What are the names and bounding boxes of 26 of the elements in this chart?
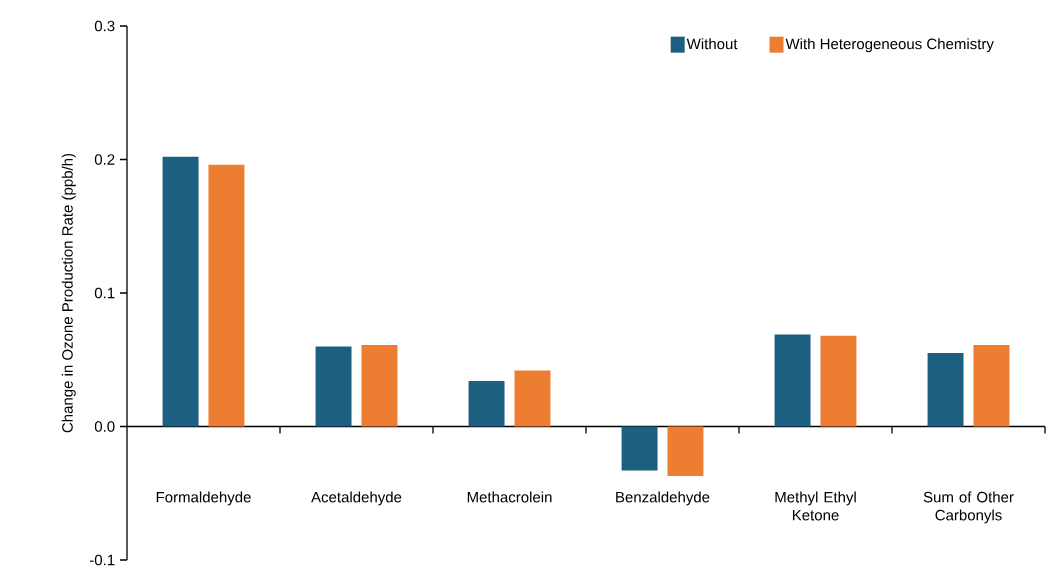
y-tick-label: 0.2 (94, 154, 115, 165)
bar (315, 346, 352, 427)
bar (162, 156, 199, 427)
x-tick-label: Methyl Ethyl Ketone (775, 491, 856, 521)
bar (208, 164, 245, 427)
bar (514, 370, 551, 427)
bar (820, 335, 857, 427)
legend-label: Without (686, 38, 738, 50)
x-tick-label: Acetaldehyde (311, 491, 402, 506)
bar (973, 345, 1010, 427)
y-tick-label: 0.3 (94, 20, 115, 32)
legend-label: With Heterogeneous Chemistry (785, 38, 994, 53)
x-tick-label: Formaldehyde (156, 491, 251, 506)
x-tick-label: Benzaldehyde (616, 491, 710, 506)
x-tick-label: Sum of Other Carbonyls (923, 491, 1014, 524)
bar (468, 381, 505, 427)
y-tick-label: -0.1 (89, 554, 115, 566)
y-tick-label: 0.1 (94, 287, 115, 299)
y-axis-title: Change in Ozone Production Rate (ppb/h) (61, 153, 76, 433)
bar (774, 334, 811, 427)
bar (621, 426, 658, 471)
bar (361, 345, 398, 427)
bar (927, 353, 964, 427)
bar (667, 426, 704, 476)
x-tick-label: Methacrolein (467, 491, 552, 503)
y-tick-label: 0.0 (94, 421, 115, 432)
